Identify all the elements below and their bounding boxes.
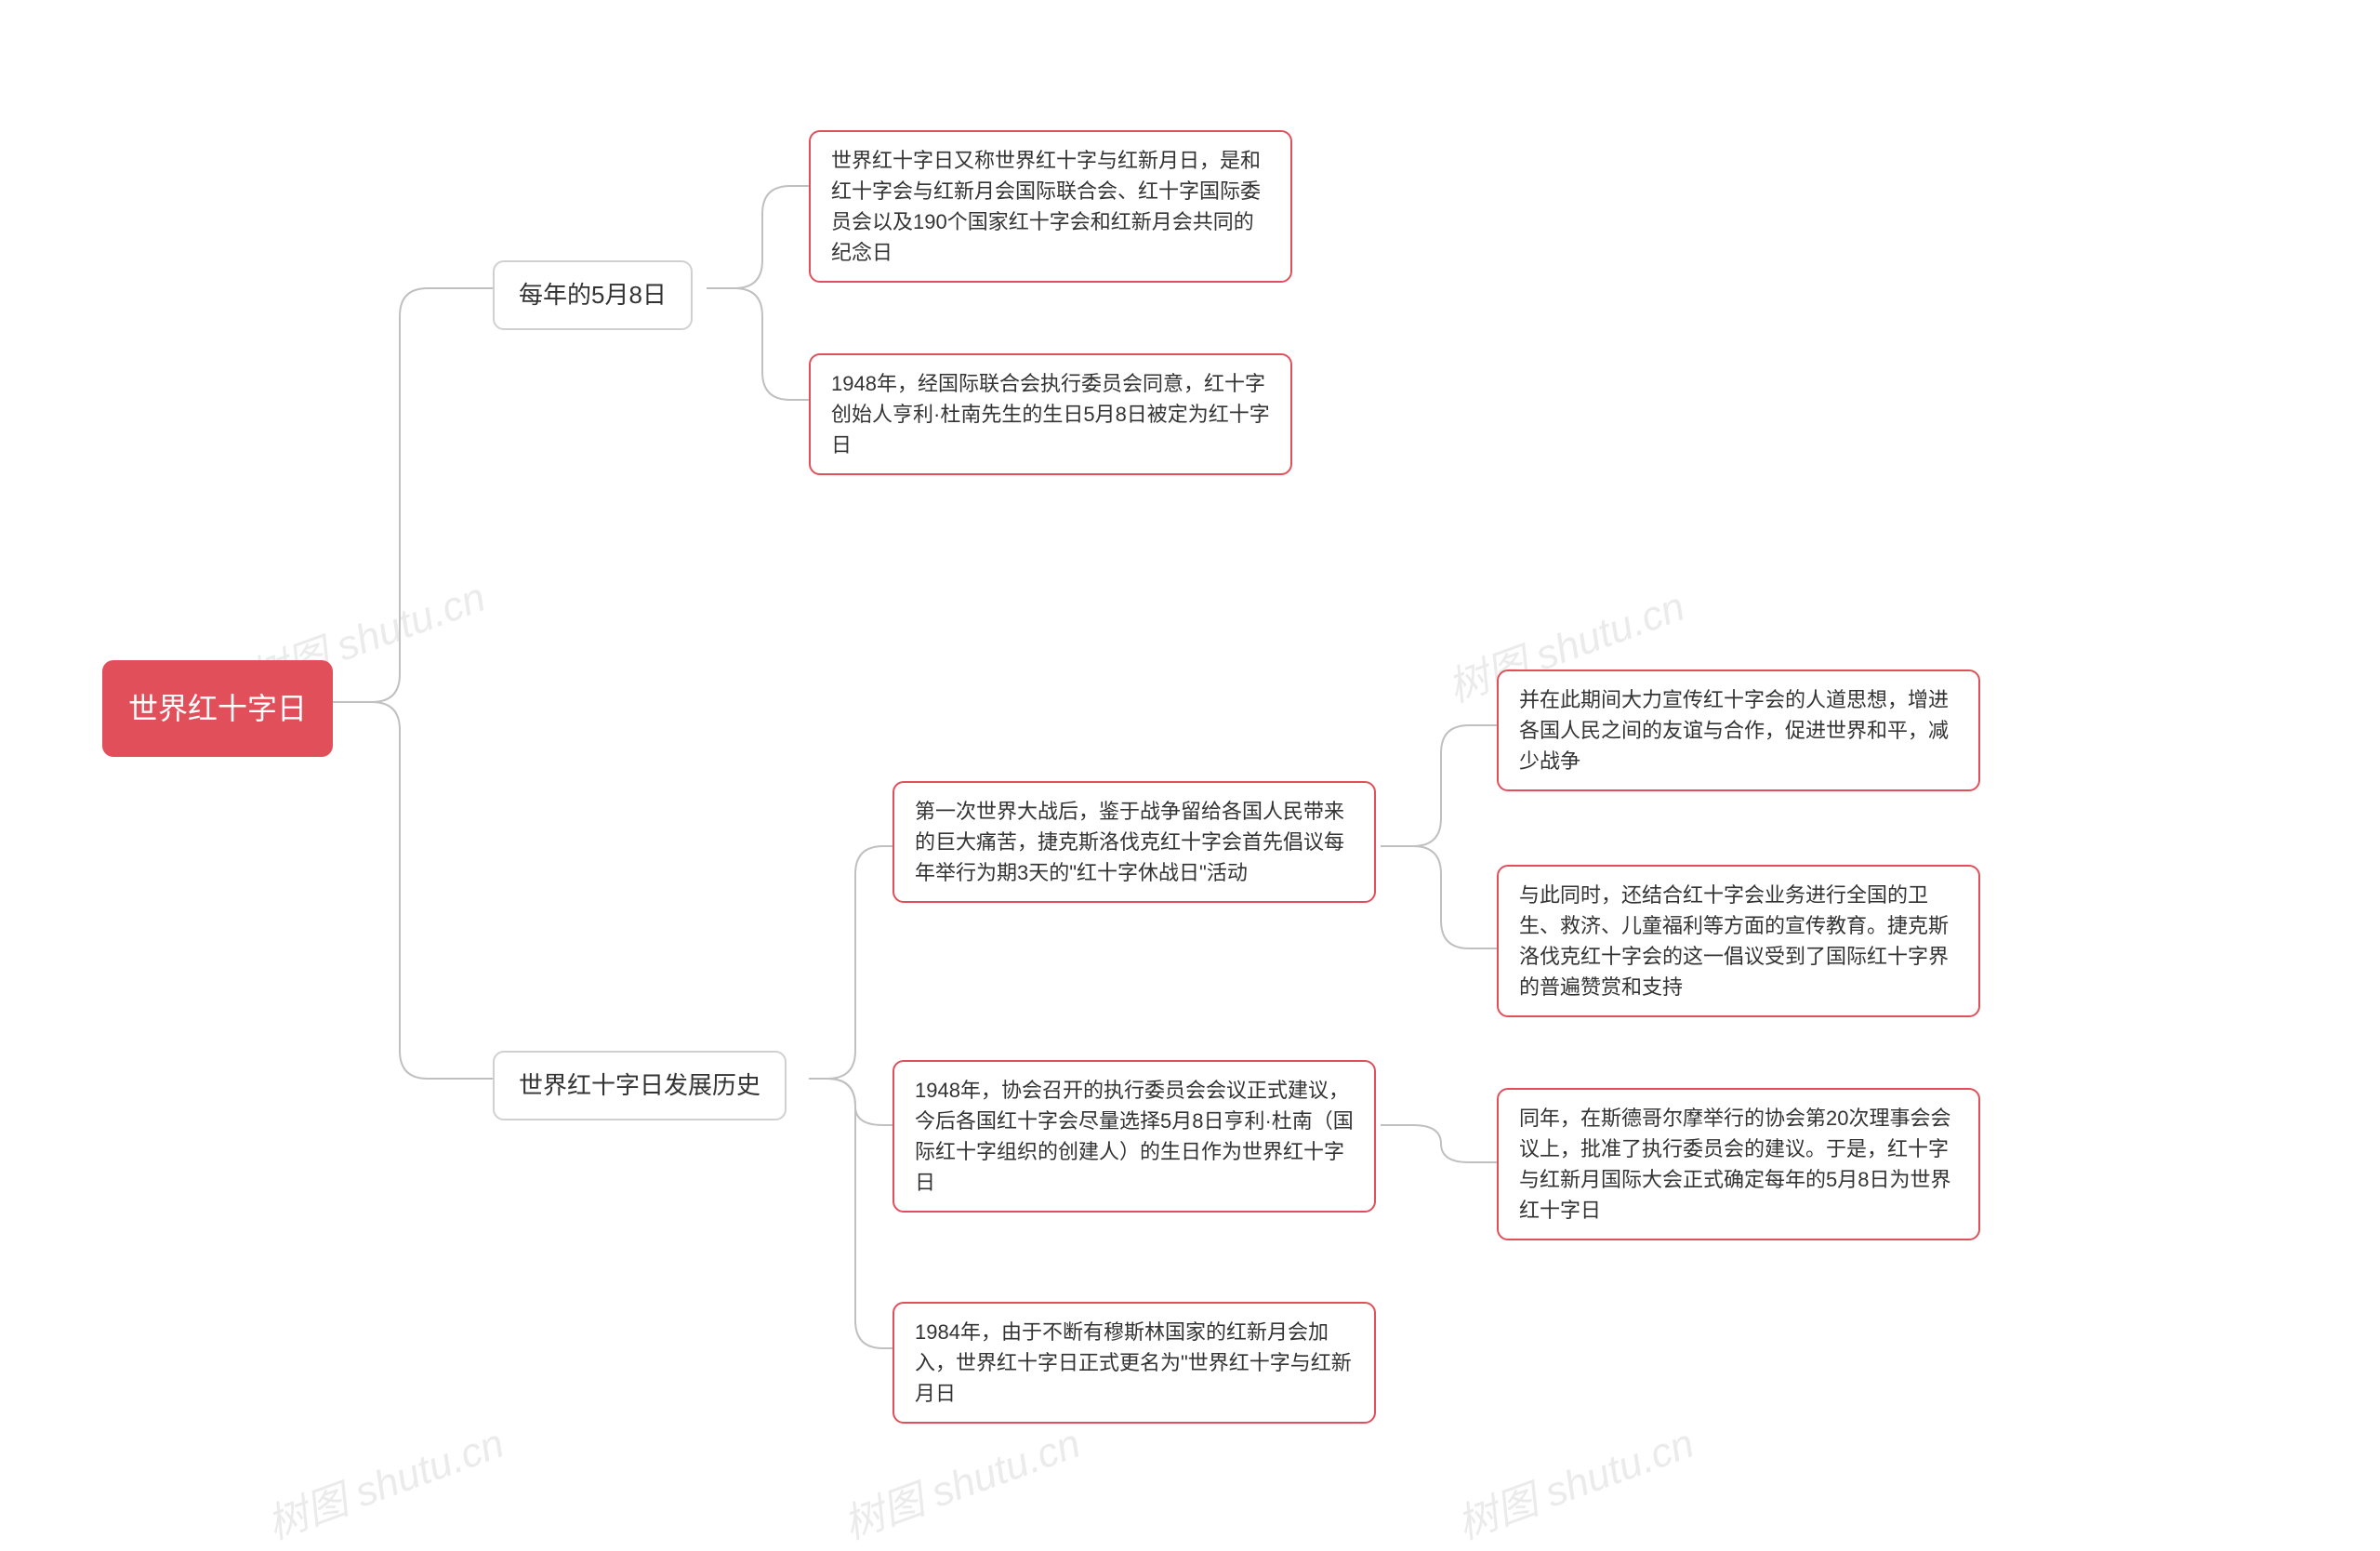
leaf-stockholm: 同年，在斯德哥尔摩举行的协会第20次理事会会议上，批准了执行委员会的建议。于是，… [1497, 1088, 1980, 1240]
branch-history: 世界红十字日发展历史 [493, 1051, 787, 1120]
leaf-1948-origin: 1948年，经国际联合会执行委员会同意，红十字创始人亨利·杜南先生的生日5月8日… [809, 353, 1292, 475]
root-node: 世界红十字日 [102, 660, 333, 757]
leaf-definition: 世界红十字日又称世界红十字与红新月日，是和红十字会与红新月会国际联合会、红十字国… [809, 130, 1292, 283]
watermark: 树图 shutu.cn [1448, 1410, 1700, 1550]
leaf-ww1: 第一次世界大战后，鉴于战争留给各国人民带来的巨大痛苦，捷克斯洛伐克红十字会首先倡… [892, 781, 1376, 903]
watermark: 树图 shutu.cn [834, 1410, 1087, 1550]
watermark: 树图 shutu.cn [258, 1410, 510, 1550]
leaf-welfare-education: 与此同时，还结合红十字会业务进行全国的卫生、救济、儿童福利等方面的宣传教育。捷克… [1497, 865, 1980, 1017]
leaf-1948-proposal: 1948年，协会召开的执行委员会会议正式建议，今后各国红十字会尽量选择5月8日亨… [892, 1060, 1376, 1213]
leaf-1984-rename: 1984年，由于不断有穆斯林国家的红新月会加入，世界红十字日正式更名为"世界红十… [892, 1302, 1376, 1424]
branch-date: 每年的5月8日 [493, 260, 693, 330]
leaf-humanitarian: 并在此期间大力宣传红十字会的人道思想，增进各国人民之间的友谊与合作，促进世界和平… [1497, 669, 1980, 791]
